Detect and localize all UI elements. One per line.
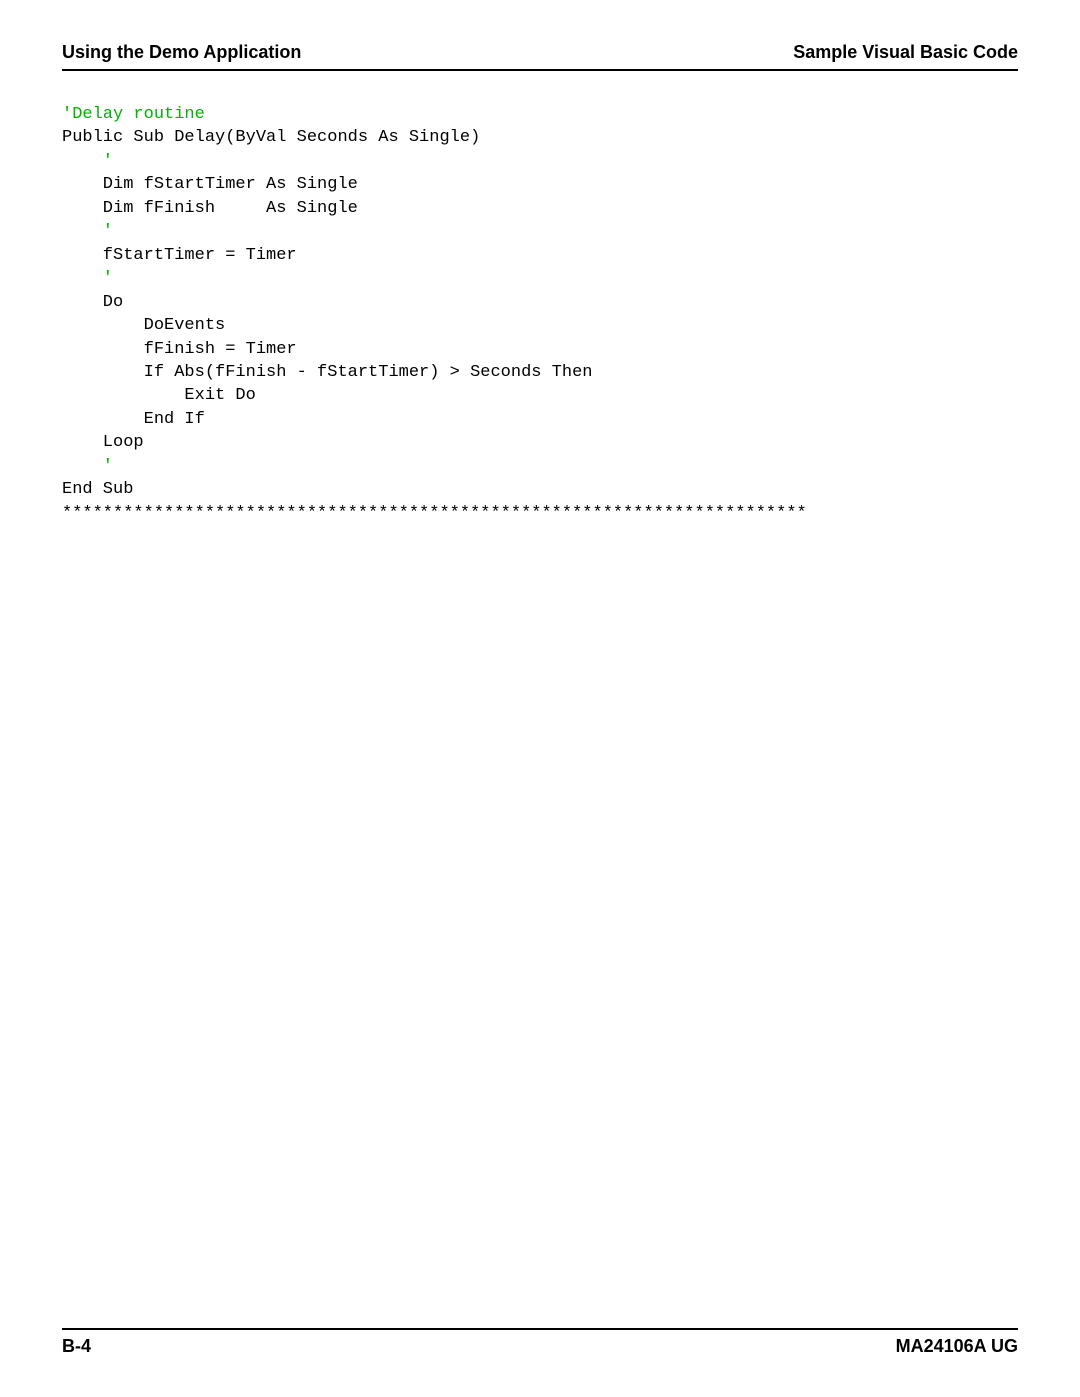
page-header: Using the Demo Application Sample Visual… xyxy=(62,42,1018,71)
code-comment-line: ' xyxy=(62,457,113,476)
code-line: End Sub xyxy=(62,480,133,499)
footer-left: B-4 xyxy=(62,1336,91,1357)
code-comment-line: ' xyxy=(62,269,113,288)
code-line: Exit Do xyxy=(62,386,256,405)
page: Using the Demo Application Sample Visual… xyxy=(0,0,1080,1397)
code-line: ****************************************… xyxy=(62,504,807,523)
header-right: Sample Visual Basic Code xyxy=(793,42,1018,63)
code-line: Loop xyxy=(62,433,144,452)
code-line: If Abs(fFinish - fStartTimer) > Seconds … xyxy=(62,363,593,382)
code-listing: 'Delay routine Public Sub Delay(ByVal Se… xyxy=(62,103,1018,525)
code-line: End If xyxy=(62,410,205,429)
code-line: fFinish = Timer xyxy=(62,340,297,359)
header-left: Using the Demo Application xyxy=(62,42,301,63)
code-line: fStartTimer = Timer xyxy=(62,246,297,265)
code-comment-line: ' xyxy=(62,152,113,171)
code-line: Public Sub Delay(ByVal Seconds As Single… xyxy=(62,128,480,147)
page-footer: B-4 MA24106A UG xyxy=(62,1328,1018,1357)
code-comment-line: ' xyxy=(62,222,113,241)
code-line: DoEvents xyxy=(62,316,225,335)
code-comment-line: 'Delay routine xyxy=(62,105,205,124)
footer-right: MA24106A UG xyxy=(896,1336,1018,1357)
code-line: Dim fStartTimer As Single xyxy=(62,175,358,194)
code-line: Do xyxy=(62,293,123,312)
code-line: Dim fFinish As Single xyxy=(62,199,358,218)
